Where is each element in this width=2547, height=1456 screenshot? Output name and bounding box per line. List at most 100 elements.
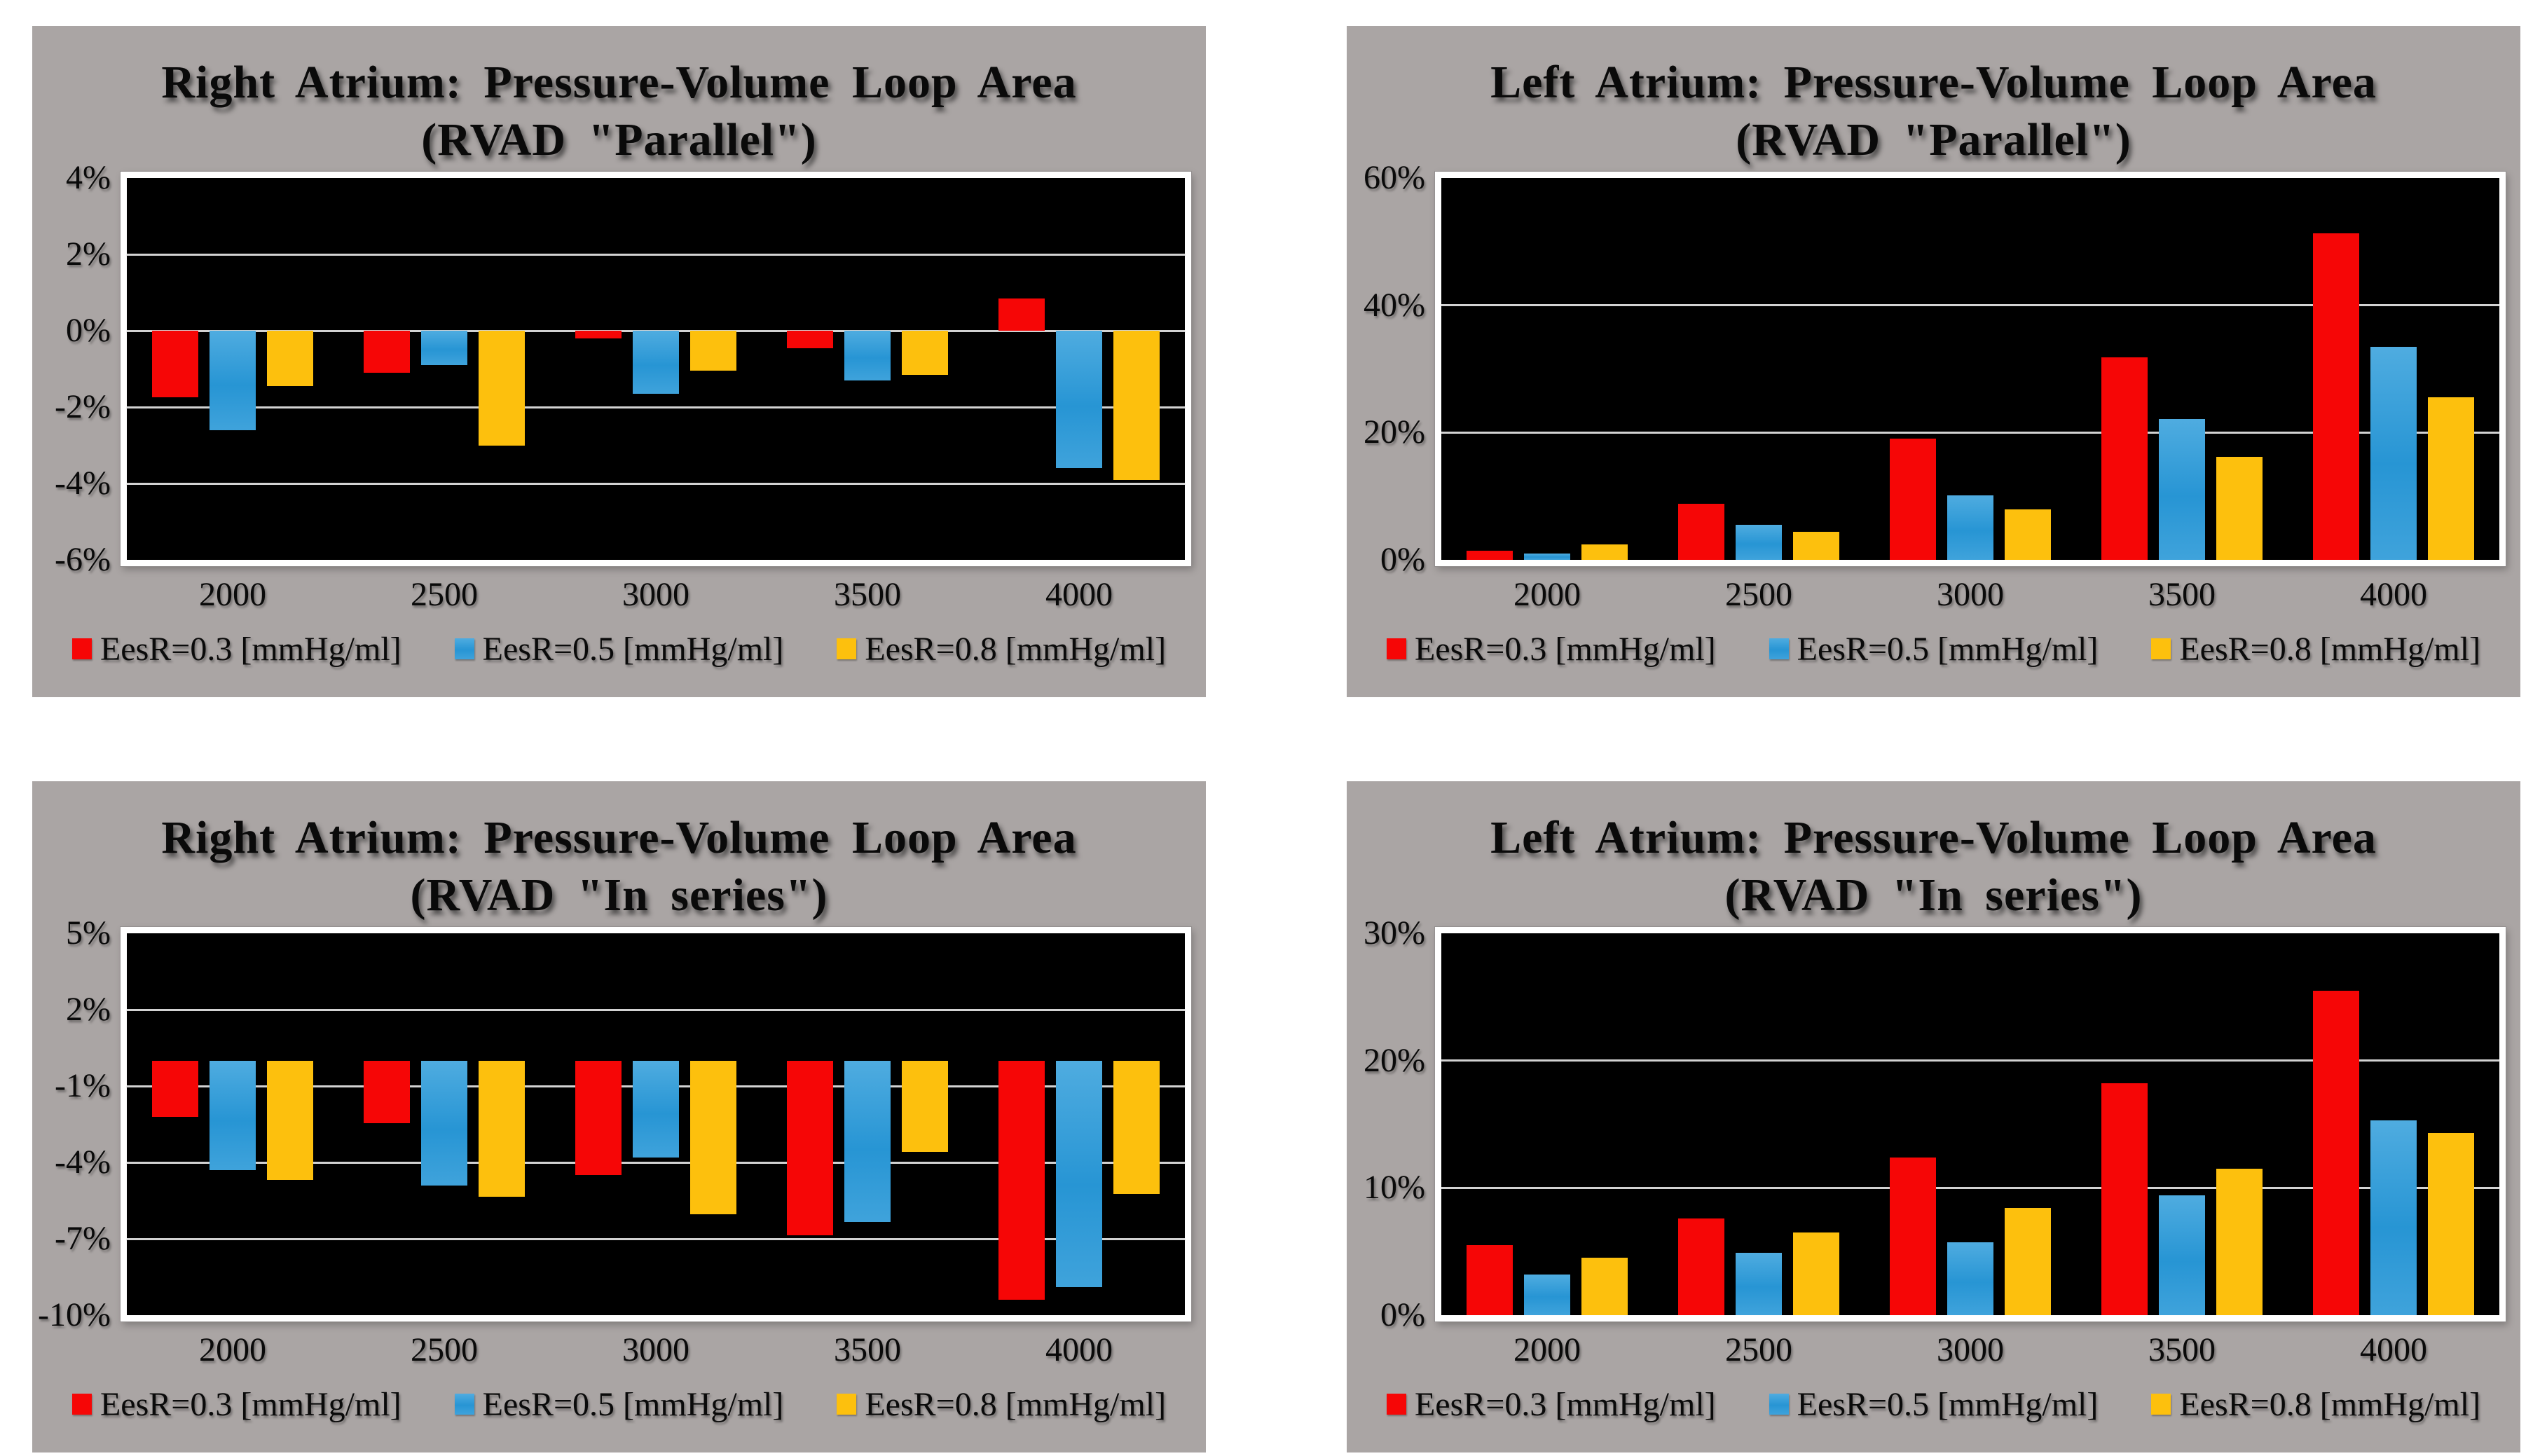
legend-label: EesR=0.3 [mmHg/ml] — [99, 1385, 401, 1423]
chart-left-atrium-in-series: Left Atrium: Pressure-Volume Loop Area (… — [1347, 781, 2520, 1452]
bar-yellow-3500 — [2216, 1169, 2263, 1315]
bar-red-3500 — [787, 331, 833, 348]
gridline — [127, 1161, 1185, 1164]
chart-title: Left Atrium: Pressure-Volume Loop Area (… — [1347, 809, 2520, 924]
x-axis-label: 3000 — [622, 576, 689, 613]
x-axis-label: 3000 — [622, 1331, 689, 1368]
y-axis: 5% 2% -1% -4% -7% -10% — [32, 914, 111, 1333]
x-axis-label: 2000 — [199, 576, 266, 613]
gridline — [1441, 431, 2499, 434]
legend-label: EesR=0.3 [mmHg/ml] — [1414, 630, 1716, 668]
bar-red-4000 — [2313, 233, 2359, 560]
plot-area — [120, 171, 1192, 567]
bar-red-4000 — [998, 298, 1045, 331]
gridline — [127, 406, 1185, 408]
legend-swatch-blue — [454, 1394, 474, 1415]
bar-blue-3000 — [633, 1060, 679, 1158]
legend-swatch-blue — [1769, 638, 1789, 659]
x-axis-label: 4000 — [2360, 576, 2427, 613]
legend: EesR=0.3 [mmHg/ml] EesR=0.5 [mmHg/ml] EesR… — [1347, 626, 2520, 672]
bar-blue-2000 — [210, 1060, 256, 1170]
legend-label: EesR=0.5 [mmHg/ml] — [482, 630, 784, 668]
bar-yellow-3500 — [902, 331, 948, 375]
chart-title-line1: Left Atrium: Pressure-Volume Loop Area — [1490, 812, 2377, 863]
gridline — [127, 1237, 1185, 1240]
legend: EesR=0.3 [mmHg/ml] EesR=0.5 [mmHg/ml] EesR… — [1347, 1381, 2520, 1427]
bar-yellow-2500 — [479, 1060, 525, 1197]
chart-title-line2: (RVAD "Parallel") — [1736, 114, 2131, 165]
chart-title-line2: (RVAD "In series") — [410, 870, 828, 921]
legend-swatch-yellow — [837, 638, 857, 659]
bar-blue-2000 — [1524, 1274, 1570, 1315]
x-axis-label: 3000 — [1937, 576, 2004, 613]
bar-yellow-4000 — [1113, 331, 1160, 480]
bar-yellow-2500 — [479, 331, 525, 446]
bar-red-3500 — [2101, 1083, 2148, 1315]
legend-item: EesR=0.5 [mmHg/ml] — [1769, 630, 2099, 668]
y-tick-label: 20% — [1364, 413, 1425, 451]
chart-title-line1: Right Atrium: Pressure-Volume Loop Area — [161, 57, 1077, 108]
bar-red-4000 — [2313, 990, 2359, 1315]
bar-red-3000 — [1890, 1157, 1936, 1315]
bar-red-4000 — [998, 1060, 1045, 1300]
bar-red-3000 — [575, 331, 622, 338]
y-tick-label: -7% — [55, 1220, 111, 1257]
y-tick-label: -2% — [55, 388, 111, 425]
legend-label: EesR=0.3 [mmHg/ml] — [1414, 1385, 1716, 1423]
y-tick-label: 2% — [66, 991, 111, 1028]
legend-item: EesR=0.8 [mmHg/ml] — [2151, 630, 2480, 668]
x-axis-label: 4000 — [1045, 1331, 1113, 1368]
bar-blue-2500 — [421, 331, 467, 366]
bar-yellow-3500 — [2216, 456, 2263, 560]
y-tick-label: 10% — [1364, 1169, 1425, 1207]
y-tick-label: -1% — [55, 1067, 111, 1104]
y-axis: 4% 2% 0% -2% -4% -6% — [32, 159, 111, 578]
bar-red-2000 — [152, 331, 198, 398]
x-axis-label: 3500 — [2148, 576, 2216, 613]
legend-swatch-red — [1386, 638, 1406, 659]
gridline — [127, 253, 1185, 256]
chart-right-atrium-parallel: Right Atrium: Pressure-Volume Loop Area … — [32, 26, 1206, 697]
y-tick-label: 5% — [66, 914, 111, 952]
legend-label: EesR=0.8 [mmHg/ml] — [2179, 1385, 2481, 1423]
bar-blue-2000 — [1524, 553, 1570, 560]
bar-red-2500 — [364, 331, 410, 373]
legend-item: EesR=0.5 [mmHg/ml] — [1769, 1385, 2098, 1424]
chart-title-line2: (RVAD "In series") — [1724, 870, 2143, 921]
x-axis-label: 2000 — [1513, 576, 1581, 613]
legend-label: EesR=0.5 [mmHg/ml] — [482, 1385, 784, 1423]
gridline — [1441, 1059, 2499, 1062]
chart-title: Left Atrium: Pressure-Volume Loop Area (… — [1347, 54, 2520, 169]
legend-item: EesR=0.8 [mmHg/ml] — [2151, 1385, 2480, 1424]
bar-yellow-2000 — [267, 1060, 313, 1181]
x-axis-label: 3500 — [834, 1331, 901, 1368]
x-axis: 2000 2500 3000 3500 4000 — [127, 1329, 1185, 1371]
legend-swatch-yellow — [2151, 638, 2171, 659]
legend: EesR=0.3 [mmHg/ml] EesR=0.5 [mmHg/ml] EesR… — [32, 1381, 1206, 1427]
x-axis-label: 2500 — [411, 1331, 478, 1368]
y-tick-label: 0% — [66, 312, 111, 349]
x-axis: 2000 2500 3000 3500 4000 — [1441, 574, 2499, 616]
bar-red-3000 — [1890, 439, 1936, 560]
y-tick-label: -10% — [38, 1296, 111, 1333]
legend-label: EesR=0.8 [mmHg/ml] — [2179, 630, 2481, 668]
legend-label: EesR=0.5 [mmHg/ml] — [1797, 630, 2099, 668]
gridline — [1441, 304, 2499, 307]
y-tick-label: 60% — [1364, 159, 1425, 196]
bar-yellow-2000 — [1581, 544, 1628, 560]
bar-blue-2500 — [421, 1060, 467, 1186]
y-tick-label: 0% — [1380, 1296, 1425, 1333]
bar-red-2500 — [1678, 504, 1724, 560]
x-axis: 2000 2500 3000 3500 4000 — [1441, 1329, 2499, 1371]
bar-red-2000 — [1467, 1245, 1513, 1315]
legend-item: EesR=0.5 [mmHg/ml] — [454, 630, 784, 668]
bar-yellow-4000 — [2428, 1133, 2474, 1315]
bar-blue-3500 — [844, 331, 891, 380]
chart-title: Right Atrium: Pressure-Volume Loop Area … — [32, 54, 1206, 169]
bar-yellow-3000 — [2005, 509, 2051, 560]
y-tick-label: -6% — [55, 541, 111, 578]
legend-swatch-blue — [454, 638, 474, 659]
bar-yellow-2000 — [267, 331, 313, 387]
chart-right-atrium-in-series: Right Atrium: Pressure-Volume Loop Area … — [32, 781, 1206, 1452]
legend-swatch-red — [71, 638, 92, 659]
